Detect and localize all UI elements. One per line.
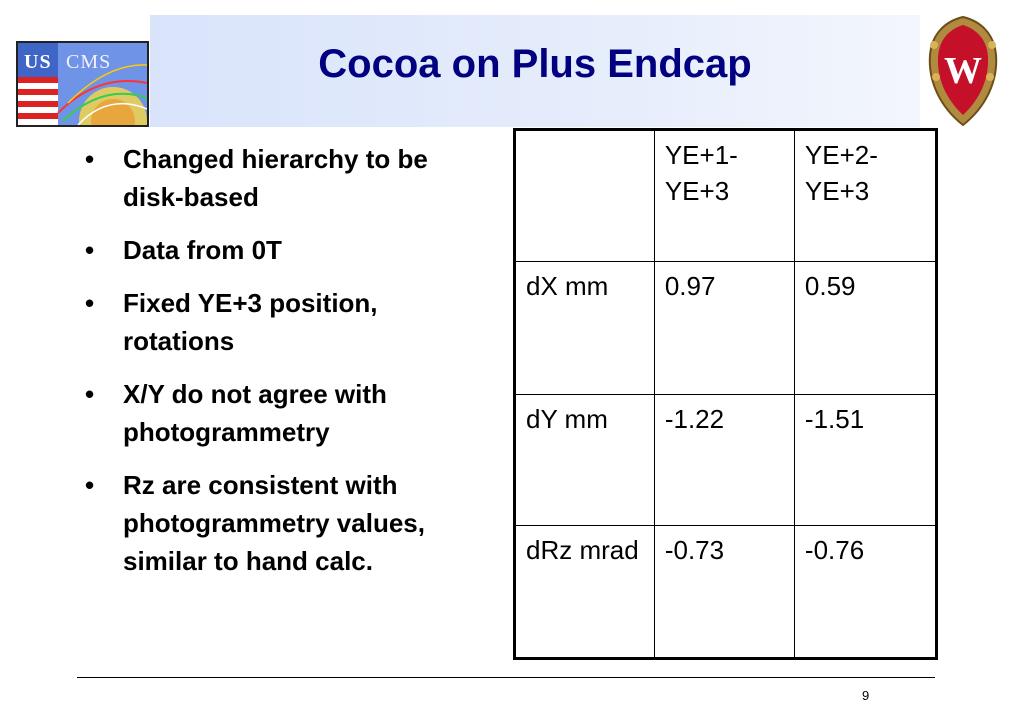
table-cell: 0.97 <box>653 261 795 395</box>
table-cell: -0.76 <box>793 525 938 659</box>
bullet-item: • Fixed YE+3 position, rotations <box>85 284 495 360</box>
bullet-text: X/Y do not agree with photogrammetry <box>123 379 387 447</box>
bullet-item: • Changed hierarchy to be disk-based <box>85 140 495 216</box>
bullet-dot-icon: • <box>85 144 95 174</box>
page-number: 9 <box>862 688 870 703</box>
table-cell: -0.73 <box>653 525 795 659</box>
results-table: YE+1-YE+3 YE+2- YE+3 dX mm 0.97 0.59 dY … <box>513 128 938 660</box>
bullet-item: • Rz are consistent with photogrammetry v… <box>85 466 495 580</box>
uw-crest-icon: W <box>928 15 998 127</box>
uw-crest-logo: W <box>926 15 1000 127</box>
uw-crest-letter: W <box>944 50 982 92</box>
bullet-text: Fixed YE+3 position, rotations <box>123 288 378 356</box>
bullet-text: Data from 0T <box>123 235 282 265</box>
table-row-label: dX mm <box>514 261 655 395</box>
table-header-row: YE+1-YE+3 YE+2- YE+3 <box>514 129 938 262</box>
table-cell: -1.51 <box>793 394 938 526</box>
bullet-text: Rz are consistent with photogrammetry va… <box>123 470 425 576</box>
bullet-item: • X/Y do not agree with photogrammetry <box>85 375 495 451</box>
table-row-label: dRz mrad <box>514 525 655 659</box>
bullet-list: • Changed hierarchy to be disk-based • Dat… <box>85 140 495 595</box>
bullet-dot-icon: • <box>85 235 95 265</box>
table-row: dY mm -1.22 -1.51 <box>514 394 938 526</box>
bullet-dot-icon: • <box>85 288 95 318</box>
logo-text-cms: CMS <box>66 51 112 73</box>
table-cell: -1.22 <box>653 394 795 526</box>
bullet-text: Changed hierarchy to be disk-based <box>123 144 428 212</box>
table-row: dX mm 0.97 0.59 <box>514 261 938 395</box>
footer-divider <box>77 677 935 678</box>
title-band <box>150 15 920 127</box>
table-row-label: dY mm <box>514 394 655 526</box>
bullet-dot-icon: • <box>85 379 95 409</box>
table-header-cell <box>514 129 655 262</box>
us-cms-logo: US CMS <box>16 41 149 127</box>
table-header-cell: YE+1-YE+3 <box>653 129 795 262</box>
slide-title: Cocoa on Plus Endcap <box>318 42 752 86</box>
bullet-item: • Data from 0T <box>85 231 495 269</box>
logo-text-us: US <box>24 51 52 73</box>
table-header-cell: YE+2- YE+3 <box>793 129 938 262</box>
table-cell: 0.59 <box>793 261 938 395</box>
table-row: dRz mrad -0.73 -0.76 <box>514 525 938 659</box>
bullet-dot-icon: • <box>85 470 95 500</box>
us-cms-logo-graphic <box>18 43 147 125</box>
